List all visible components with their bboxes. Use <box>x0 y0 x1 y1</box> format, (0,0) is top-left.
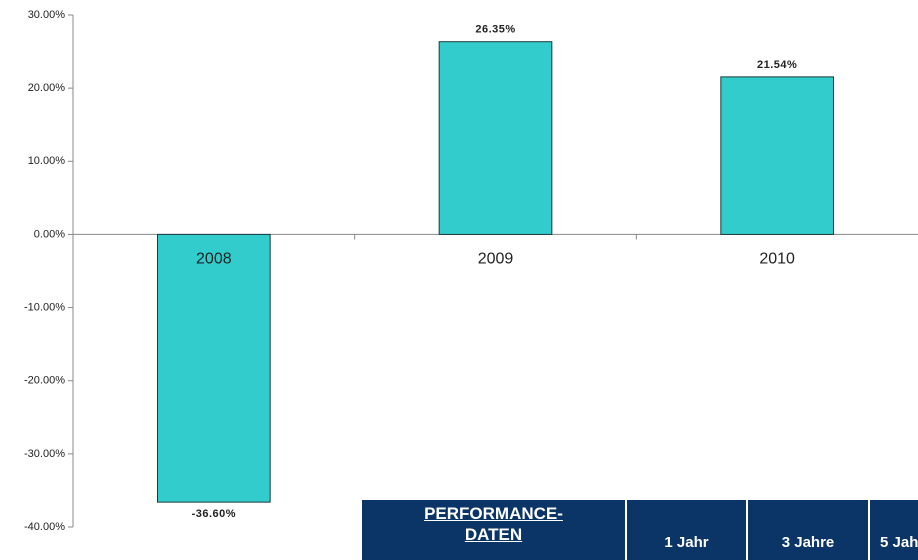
value-label: 21.54% <box>757 59 797 71</box>
y-tick-label: 20.00% <box>28 82 66 94</box>
table-header-cell: PERFORMANCE-DATEN <box>362 500 625 560</box>
y-tick-label: -10.00% <box>24 301 65 313</box>
table-header-text: PERFORMANCE-DATEN <box>424 504 563 544</box>
y-tick-label: -20.00% <box>24 375 65 387</box>
table-header-cell: 3 Jahre <box>746 500 868 560</box>
value-label: -36.60% <box>192 508 236 520</box>
y-tick-label: 0.00% <box>34 228 65 240</box>
x-tick-label: 2008 <box>196 251 232 268</box>
y-tick-label: 30.00% <box>28 9 66 21</box>
page: {"chart_data": {"type": "bar", "categori… <box>24 8 918 560</box>
bar <box>157 233 271 503</box>
table-header-cell: 5 Jahre <box>868 500 918 560</box>
x-tick-label: 2009 <box>478 251 514 268</box>
bar <box>720 76 834 235</box>
y-tick-label: -30.00% <box>24 448 65 460</box>
performance-table: PERFORMANCE-DATEN 1 Jahr 3 Jahre 5 Jahre <box>362 500 918 560</box>
table-header-cell: 1 Jahr <box>625 500 746 560</box>
y-tick-label: 10.00% <box>28 155 66 167</box>
bar <box>438 41 553 235</box>
value-label: 26.35% <box>475 24 515 36</box>
chart: -40.00% -30.00% -20.00% -10.00% 0.00% 10.00% 2… <box>24 9 918 533</box>
x-tick-label: 2010 <box>759 251 795 268</box>
y-tick-label: -40.00% <box>24 521 65 533</box>
